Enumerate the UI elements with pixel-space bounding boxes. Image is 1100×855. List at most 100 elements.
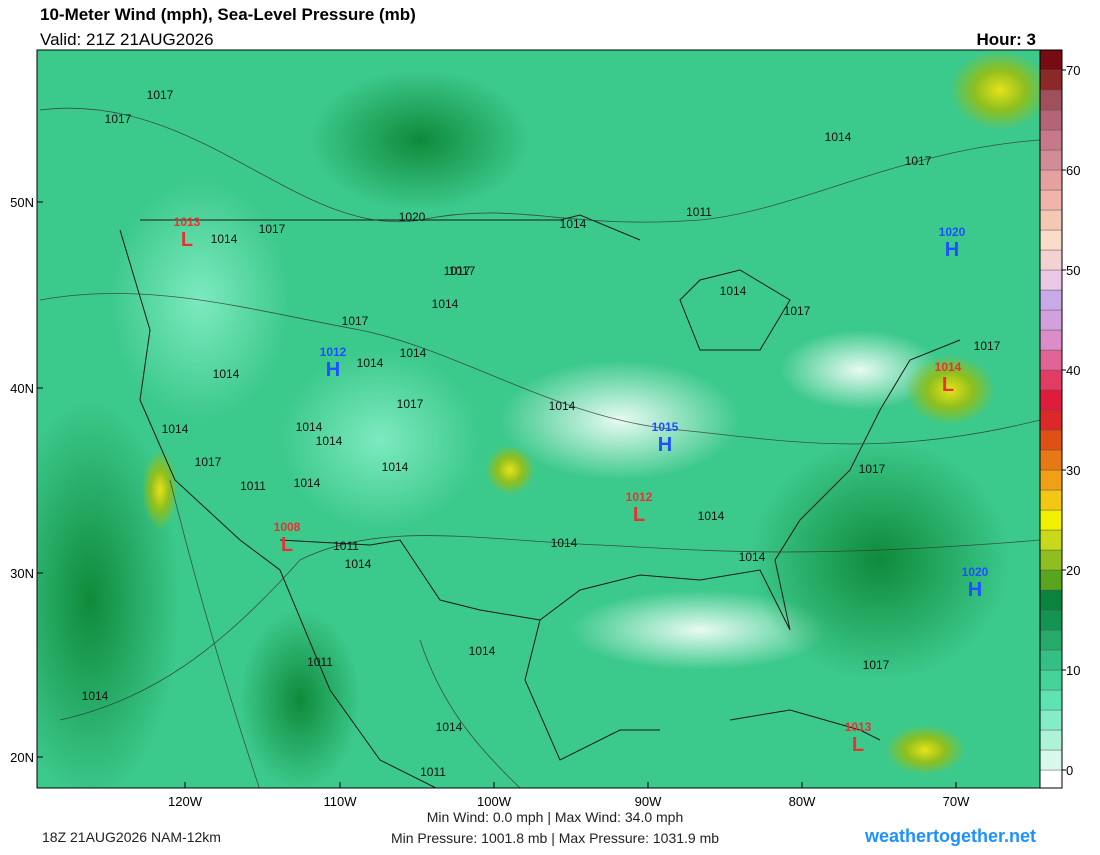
colorbar-swatch <box>1039 469 1063 491</box>
colorbar-swatch <box>1039 309 1063 331</box>
colorbar-tick-label: 70 <box>1066 63 1080 78</box>
coastline <box>539 339 961 631</box>
map-area: 1017 1017 1014 1017 1020 1014 1011 1014 1017 1017… <box>37 50 1040 788</box>
colorbar-swatch <box>1039 729 1063 751</box>
colorbar-swatch <box>1039 389 1063 411</box>
isobar-label: 1014 <box>296 420 323 434</box>
isobar-label: 1014 <box>213 367 240 381</box>
pressure-center-type: L <box>633 504 645 526</box>
isobar-label: 1017 <box>859 462 886 476</box>
moderate-wind-area <box>240 610 360 788</box>
colorbar-swatch <box>1039 709 1063 731</box>
isobar-label: 1014 <box>345 557 372 571</box>
lon-label: 120W <box>168 794 203 809</box>
lon-label: 110W <box>324 794 358 809</box>
isobar-label: 1017 <box>784 304 811 318</box>
pressure-center-value: 1008 <box>274 520 301 534</box>
colorbar-swatch <box>1039 349 1063 371</box>
pressure-center-value: 1012 <box>320 345 347 359</box>
colorbar-swatch <box>1039 89 1063 111</box>
colorbar-swatch <box>1039 229 1063 251</box>
pressure-center-type: H <box>968 579 982 601</box>
colorbar-swatch <box>1039 689 1063 711</box>
great-lakes <box>679 269 791 351</box>
light-wind-area <box>280 350 480 530</box>
isobar-label: 1011 <box>240 479 266 493</box>
isobar <box>419 639 521 788</box>
moderate-wind-area <box>310 70 530 210</box>
isobar-label: 1017 <box>905 154 932 168</box>
graticule-labels: 50N 40N 30N 20N 120W 110W 100W 90W 80W 70W <box>10 195 970 809</box>
isobar-label: 1020 <box>399 210 426 224</box>
strong-wind-area <box>142 450 178 530</box>
strong-wind-area <box>950 50 1040 130</box>
colorbar-swatch <box>1039 69 1063 91</box>
pressure-center-value: 1020 <box>962 565 989 579</box>
isobar-label: 1014 <box>825 130 852 144</box>
isobar-labels: 1017 1017 1014 1017 1020 1014 1011 1014 1017 1017… <box>82 88 1001 779</box>
pressure-stats: Min Pressure: 1001.8 mb | Max Pressure: … <box>391 830 719 846</box>
colorbar-swatch <box>1039 149 1063 171</box>
isobar-label: 1014 <box>211 232 238 246</box>
isobar-label: 1014 <box>82 689 109 703</box>
colorbar-swatch <box>1039 569 1063 591</box>
isobar-label: 1014 <box>739 550 766 564</box>
colorbar: 0 10 20 30 40 50 60 70 <box>1039 49 1080 789</box>
isobar-label: 1014 <box>294 476 321 490</box>
colorbar-swatch <box>1039 669 1063 691</box>
pressure-center-value: 1013 <box>174 215 201 229</box>
pressure-center-type: H <box>326 359 340 381</box>
pressure-center-value: 1014 <box>935 360 962 374</box>
coastlines-borders <box>119 214 961 788</box>
coastline <box>119 229 438 788</box>
isobar-label: 1014 <box>551 536 578 550</box>
isobar-label: 1011 <box>333 539 359 553</box>
isobar-label: 1014 <box>162 422 189 436</box>
isobar-label: 1014 <box>316 434 343 448</box>
colorbar-swatch <box>1039 549 1063 571</box>
colorbar-swatch <box>1039 749 1063 771</box>
colorbar-swatch <box>1039 169 1063 191</box>
isobar-label: 1011 <box>307 655 333 669</box>
isobar <box>39 293 1040 445</box>
border <box>279 539 541 621</box>
isobar <box>169 479 260 788</box>
colorbar-tick-label: 60 <box>1066 163 1080 178</box>
colorbar-swatch <box>1039 189 1063 211</box>
pressure-center-value: 1020 <box>939 225 966 239</box>
isobar-label: 1017 <box>195 455 222 469</box>
strong-wind-area <box>885 725 965 775</box>
colorbar-swatch <box>1039 109 1063 131</box>
isobar-label: 1014 <box>698 509 725 523</box>
isobar-label: 1014 <box>357 356 384 370</box>
pressure-center-type: H <box>658 434 672 456</box>
isobar-label: 1017 <box>449 264 476 278</box>
isobar-label: 1014 <box>432 297 459 311</box>
pressure-center-type: L <box>942 374 954 396</box>
colorbar-swatch <box>1039 489 1063 511</box>
colorbar-swatch <box>1039 769 1063 789</box>
colorbar-swatch <box>1039 249 1063 271</box>
source-credit: weathertogether.net <box>864 826 1036 846</box>
lon-label: 100W <box>477 794 512 809</box>
calm-area <box>780 330 940 410</box>
colorbar-tick-label: 30 <box>1066 463 1080 478</box>
colorbar-swatch <box>1039 529 1063 551</box>
colorbar-swatch <box>1039 409 1063 431</box>
isobar-label: 1014 <box>400 346 427 360</box>
pressure-centers: 1013L1008L1012H1015H1012L1020H1014L1020H… <box>174 215 989 756</box>
colorbar-tick-label: 0 <box>1066 763 1073 778</box>
moderate-wind-area <box>750 440 1010 680</box>
isobar-label: 1014 <box>720 284 747 298</box>
lat-label: 50N <box>10 195 34 210</box>
border <box>140 214 641 241</box>
forecast-hour: Hour: 3 <box>977 30 1037 49</box>
lon-label: 80W <box>789 794 816 809</box>
isobar-label: 1014 <box>560 217 587 231</box>
pressure-center-value: 1015 <box>652 420 679 434</box>
isobar-label: 1017 <box>105 112 132 126</box>
model-run: 18Z 21AUG2026 NAM-12km <box>42 829 221 845</box>
isobar-label: 1017 <box>259 222 286 236</box>
colorbar-swatch <box>1039 129 1063 151</box>
